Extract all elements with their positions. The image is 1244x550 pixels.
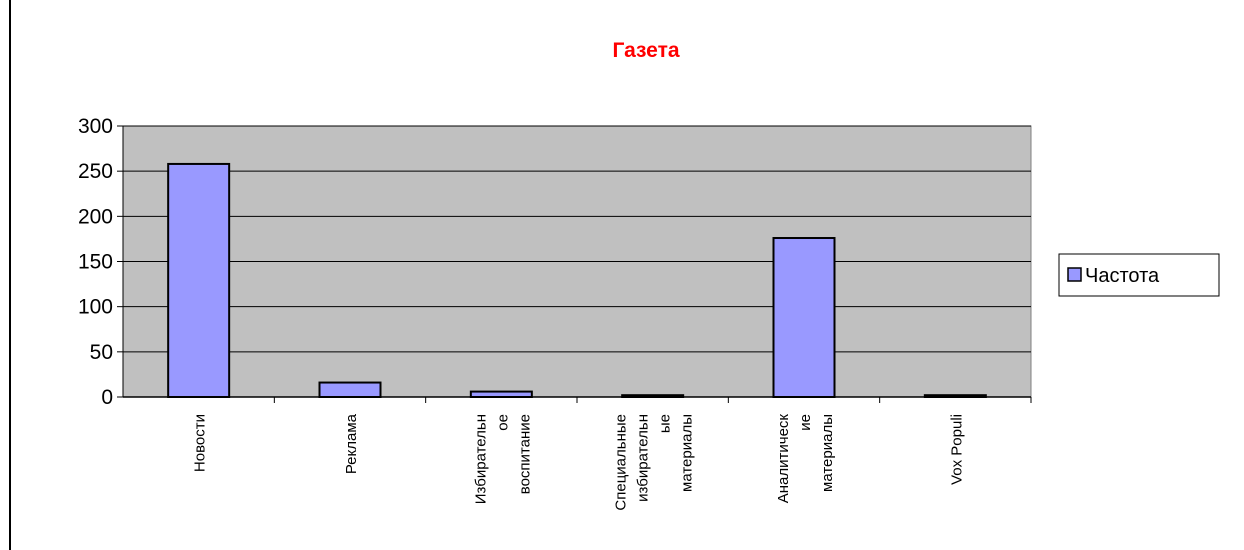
x-category-label-line: Реклама: [343, 413, 360, 474]
plot-area: 0 50 100 150 200 250 300 Новости Реклама Избирате…: [78, 115, 1032, 511]
x-category-label: Vox Populi: [948, 414, 965, 485]
x-category-label-line: Vox Populi: [948, 414, 965, 485]
bar: [469, 390, 533, 398]
legend: Частота: [1058, 253, 1220, 297]
x-category-label: Новости: [192, 414, 209, 472]
x-category-label: Аналитическ ие материалы: [775, 414, 836, 504]
bar: [772, 237, 836, 398]
bar: [167, 162, 231, 398]
bar: [923, 394, 987, 398]
x-category-label-line: Новости: [192, 414, 209, 472]
x-category-label-line: ые: [657, 414, 674, 433]
x-category-label-line: ие: [797, 414, 814, 431]
x-category-label-line: воспитание: [516, 414, 533, 494]
y-tick-label: 250: [78, 160, 113, 183]
chart-title: Газета: [612, 39, 679, 62]
x-category-label-line: ое: [494, 414, 511, 431]
x-category-label: Специальные избирательн ые материалы: [613, 414, 696, 511]
x-category-label-line: Аналитическ: [775, 414, 792, 504]
x-category-label-line: материалы: [679, 414, 696, 492]
legend-label: Частота: [1085, 265, 1160, 287]
x-category-label-line: Специальные: [613, 414, 630, 511]
y-tick-label: 50: [90, 341, 113, 364]
legend-box: [1058, 253, 1220, 297]
y-tick-label: 200: [78, 205, 113, 228]
y-tick-label: 150: [78, 251, 113, 274]
x-category-label-line: материалы: [819, 414, 836, 492]
x-category-label: Избирательн ое воспитание: [472, 414, 533, 504]
y-tick-label: 100: [78, 296, 113, 319]
x-category-label: Реклама: [343, 413, 360, 474]
x-category-label-line: избирательн: [635, 414, 652, 502]
y-tick-label: 0: [101, 386, 113, 409]
left-border-line: [9, 0, 11, 550]
bar: [318, 381, 382, 398]
legend-swatch: [1067, 267, 1082, 282]
x-category-label-line: Избирательн: [472, 414, 489, 504]
y-tick-label: 300: [78, 115, 113, 138]
bar: [621, 394, 685, 398]
